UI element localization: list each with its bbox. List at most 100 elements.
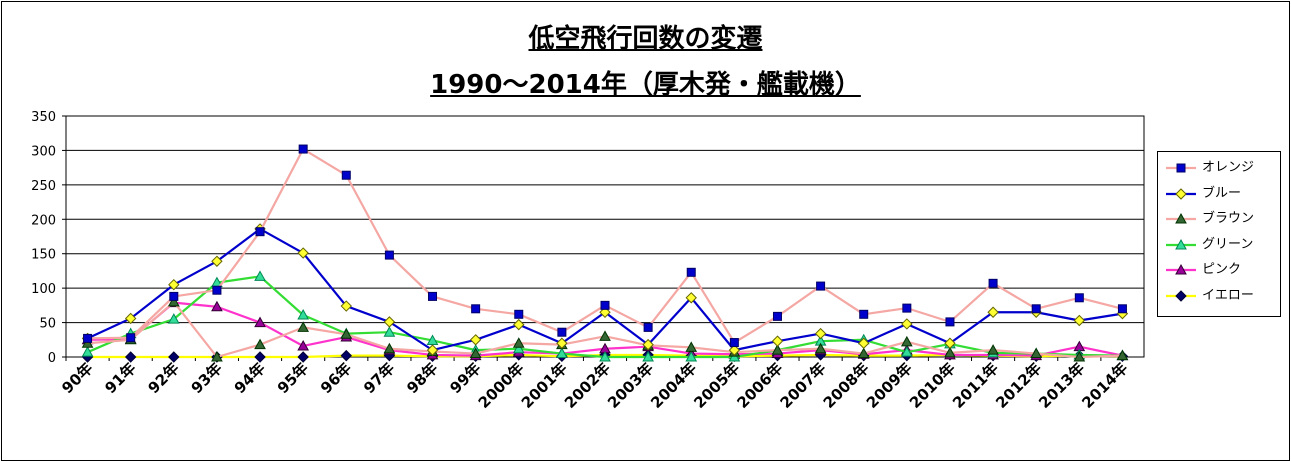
data-point <box>83 333 93 343</box>
data-point <box>901 318 913 330</box>
data-point <box>211 300 223 312</box>
data-point <box>643 322 653 332</box>
data-point <box>987 344 999 355</box>
data-point <box>685 341 698 352</box>
data-point <box>814 327 827 340</box>
data-point <box>167 313 180 324</box>
data-point <box>859 309 869 319</box>
data-point <box>858 337 870 349</box>
legend-label: グリーン <box>1202 236 1254 252</box>
data-point <box>1074 293 1084 303</box>
legend-marker <box>1175 212 1187 224</box>
data-point <box>685 350 698 362</box>
data-point <box>428 291 438 301</box>
legend-marker <box>1175 187 1187 200</box>
chart-title: 低空飛行回数の変遷 <box>528 24 763 54</box>
x-tick-label: 2007年 <box>777 359 830 412</box>
legend-swatch <box>1166 212 1196 224</box>
legend-label: オレンジ <box>1202 160 1255 175</box>
legend-swatch <box>1166 238 1196 249</box>
legend-label: ピンク <box>1202 262 1242 277</box>
x-tick-label: 2009年 <box>863 359 916 412</box>
data-point <box>340 349 352 362</box>
data-point <box>816 281 826 291</box>
data-point <box>771 335 784 347</box>
data-point <box>255 227 265 237</box>
data-point <box>771 344 784 355</box>
y-tick-label: 350 <box>31 110 56 125</box>
data-point <box>512 337 525 348</box>
data-point <box>944 346 956 358</box>
data-point <box>383 342 396 354</box>
data-point <box>297 321 310 332</box>
x-tick-label: 2010年 <box>906 359 959 412</box>
legend: オレンジ ブルー ブラウン グリーン ピンク イエロー <box>1157 151 1281 317</box>
x-tick-label: 2000年 <box>475 359 528 412</box>
data-point <box>469 334 482 346</box>
x-tick-label: 2013年 <box>1035 359 1088 412</box>
data-point <box>514 309 524 319</box>
data-point <box>556 347 568 359</box>
x-tick-label: 94年 <box>231 359 269 397</box>
data-point <box>642 350 654 362</box>
data-point <box>383 326 396 337</box>
legend-marker <box>1176 163 1186 173</box>
data-point <box>471 304 481 314</box>
data-point <box>600 300 610 310</box>
data-point <box>254 316 266 328</box>
data-point <box>1117 304 1127 314</box>
x-tick-label: 2001年 <box>518 359 571 412</box>
data-point <box>167 295 180 307</box>
legend-item: ブルー <box>1164 184 1280 204</box>
data-point <box>599 330 611 341</box>
series-オレンジ <box>83 144 1127 348</box>
data-point <box>557 327 567 337</box>
data-point <box>254 338 266 350</box>
legend-item: イエロー <box>1164 286 1280 306</box>
x-tick-label: 2005年 <box>690 359 743 412</box>
legend-marker <box>1175 263 1187 275</box>
data-point <box>1031 304 1041 314</box>
data-point <box>729 338 739 348</box>
y-tick-label: 50 <box>39 317 56 332</box>
y-tick-label: 300 <box>31 144 56 159</box>
y-tick-label: 100 <box>31 282 56 297</box>
legend-swatch <box>1166 187 1196 200</box>
x-tick-label: 2011年 <box>949 359 1002 412</box>
x-tick-label: 2003年 <box>604 359 657 412</box>
legend-label: ブルー <box>1202 185 1242 201</box>
x-tick-label: 99年 <box>446 359 484 397</box>
data-point <box>168 278 180 291</box>
data-point <box>772 311 782 321</box>
data-point <box>556 337 568 349</box>
data-point <box>814 342 827 354</box>
data-point <box>298 144 308 154</box>
x-tick-label: 2006年 <box>733 359 786 412</box>
data-point <box>384 250 394 260</box>
legend-swatch <box>1166 163 1196 173</box>
data-point <box>512 342 525 354</box>
chart-subtitle: 1990～2014年（厚木発・艦載機） <box>430 70 861 100</box>
y-tick-label: 150 <box>31 248 56 263</box>
data-point <box>944 337 956 349</box>
x-tick-label: 2008年 <box>820 359 873 412</box>
x-tick-label: 2014年 <box>1078 359 1131 412</box>
data-point <box>469 347 482 359</box>
data-point <box>686 267 696 277</box>
data-point <box>987 306 999 318</box>
data-point <box>383 316 396 328</box>
data-point <box>685 292 697 304</box>
data-point <box>126 333 136 343</box>
data-point <box>297 247 309 259</box>
data-point <box>297 308 310 320</box>
gridlines <box>66 149 1144 324</box>
x-tick-label: 98年 <box>403 359 441 397</box>
x-tick-label: 95年 <box>274 359 312 397</box>
data-point <box>124 351 137 363</box>
x-tick-label: 97年 <box>360 359 398 397</box>
data-point <box>254 270 266 281</box>
legend-marker <box>1175 289 1187 302</box>
data-point <box>211 255 223 267</box>
data-point <box>902 303 912 313</box>
series-group <box>81 144 1129 363</box>
